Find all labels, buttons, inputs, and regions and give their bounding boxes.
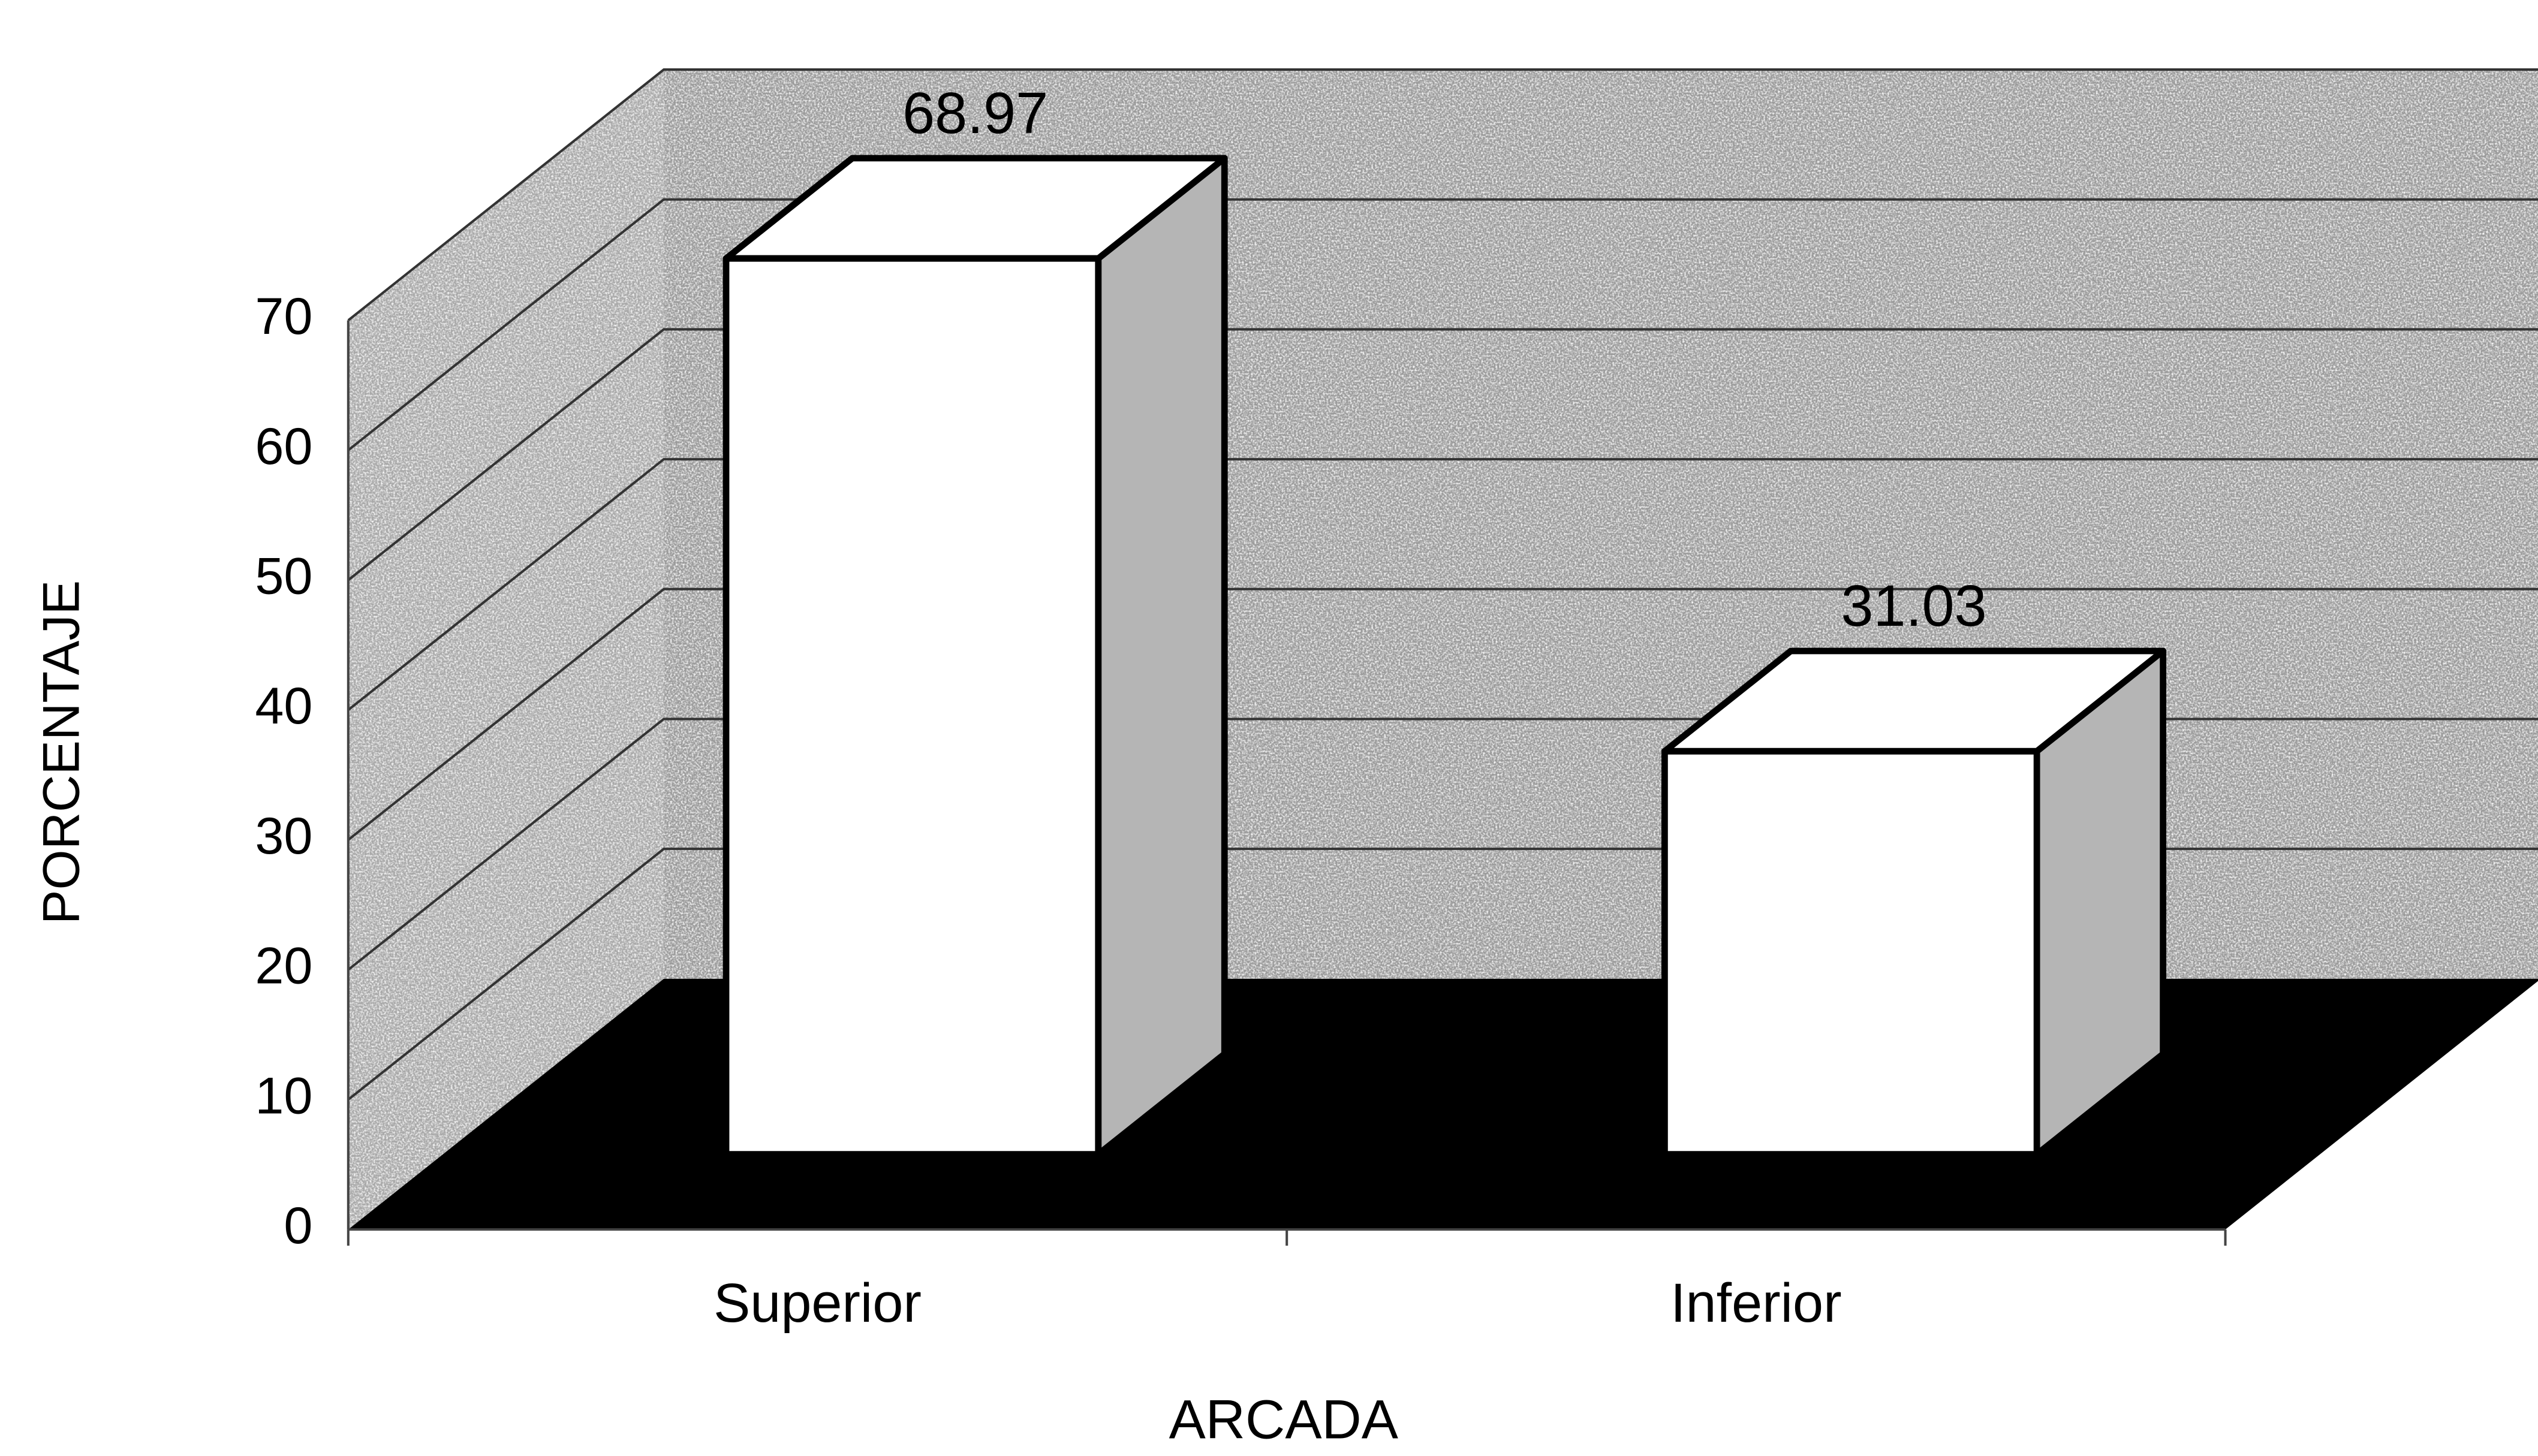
y-tick-label: 30: [255, 807, 312, 865]
grid-line: [347, 587, 2538, 841]
grid-line: [347, 328, 2538, 581]
bar-front: [722, 255, 1102, 1158]
floor: [348, 978, 2538, 1230]
x-tick-label: Superior: [713, 1273, 922, 1334]
grid-line: [347, 68, 2538, 321]
y-tick-label: 60: [255, 418, 312, 475]
y-tick-label: 0: [284, 1197, 312, 1255]
y-axis-label: PORCENTAJE: [32, 580, 90, 924]
bar-front: [1661, 747, 2040, 1158]
y-tick-label: 50: [255, 548, 312, 605]
bar: 31.03: [1661, 573, 2167, 1158]
x-tick-label: Inferior: [1670, 1273, 1842, 1334]
data-label: 31.03: [1841, 573, 1986, 638]
data-label: 68.97: [902, 80, 1048, 146]
x-axis-label: ARCADA: [1169, 1389, 1399, 1450]
side-wall-grain: [348, 70, 664, 1230]
y-tick-label: 10: [255, 1067, 312, 1125]
grid-line: [347, 198, 2538, 451]
y-tick-label: 40: [255, 677, 312, 735]
y-tick-label: 70: [255, 288, 312, 345]
bar: 68.97: [722, 80, 1228, 1158]
bar-side: [1095, 155, 1228, 1158]
grid-line: [347, 458, 2538, 712]
y-tick-label: 20: [255, 937, 312, 995]
